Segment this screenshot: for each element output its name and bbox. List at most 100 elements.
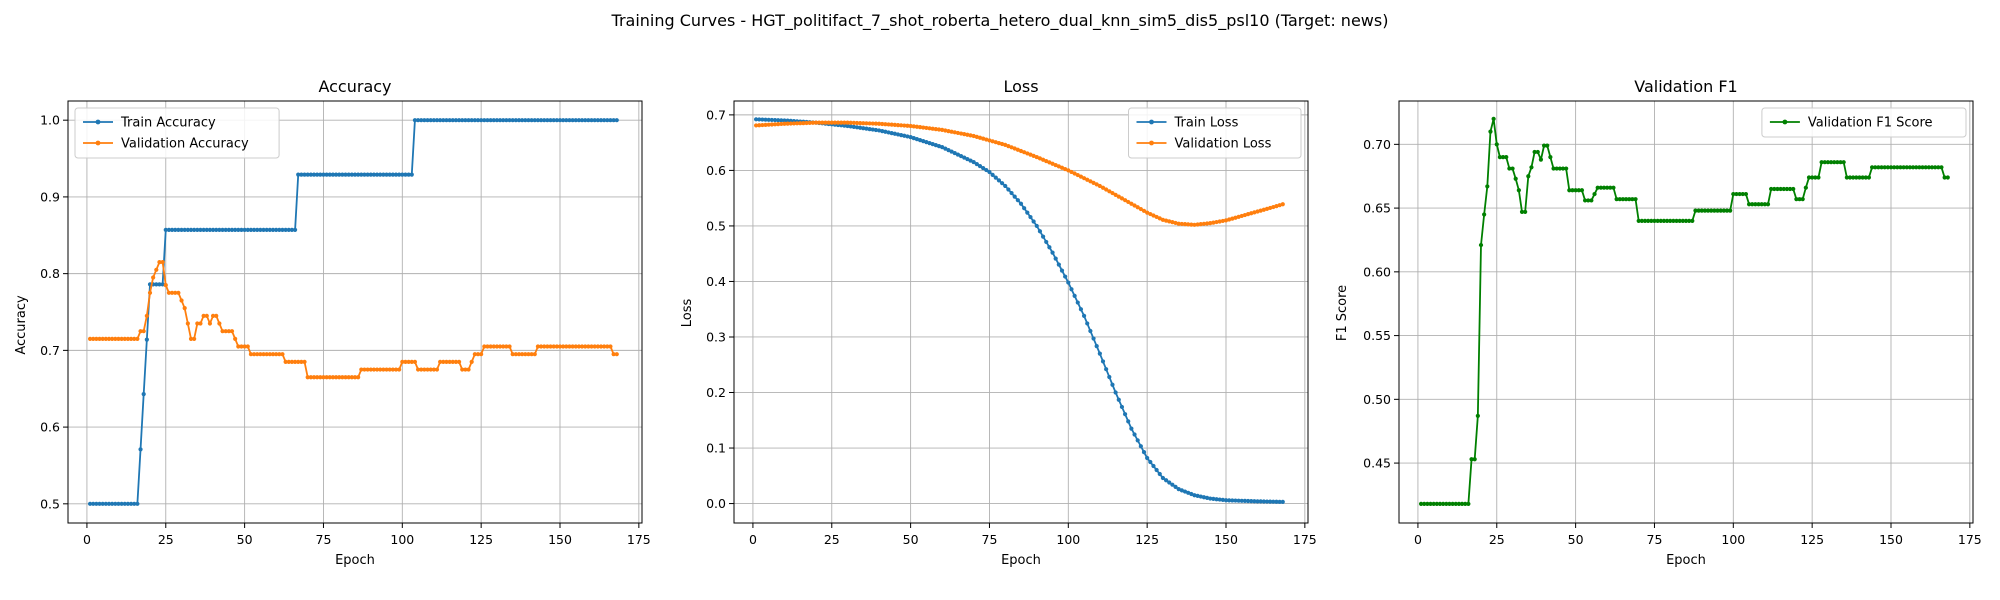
validation-accuracy-point [119,336,124,341]
train-accuracy-series [87,118,619,506]
train-loss-point [766,117,771,122]
x-tick-label: 75 [982,532,998,547]
validation-f1-score-point [1869,165,1875,170]
validation-loss-point [782,121,787,126]
train-loss-point [1264,499,1270,504]
validation-loss-point [1268,205,1273,211]
y-tick-label: 0.3 [706,329,726,344]
train-accuracy-point [289,227,295,232]
train-accuracy-point [419,118,424,123]
train-accuracy-point [119,501,124,506]
validation-accuracy-point [106,336,112,341]
train-loss-point [1122,412,1128,417]
train-accuracy-point [589,118,594,123]
train-loss-point [1132,432,1137,437]
validation-loss-point [876,121,882,126]
accuracy-title: Accuracy [318,77,391,96]
train-loss-point [1163,478,1169,483]
validation-accuracy-point [545,344,550,349]
validation-accuracy-point [598,344,604,349]
train-loss-point [993,175,998,180]
train-loss-point [845,123,850,129]
validation-f1-score-point [1589,198,1594,203]
train-loss-point [1066,280,1071,285]
train-loss-point [1012,194,1017,199]
validation-loss-point [1258,208,1263,213]
train-loss-point [1031,219,1036,224]
validation-loss-point [1069,169,1074,175]
train-loss-point [858,125,863,130]
train-accuracy-point [535,118,541,123]
validation-accuracy-point [463,367,468,372]
validation-loss-point [788,121,793,126]
accuracy-xlabel: Epoch [335,553,375,568]
validation-f1-score-point [1548,155,1553,160]
validation-loss-point [1204,221,1210,226]
validation-loss-point [807,120,812,125]
validation-accuracy-point [302,359,307,364]
validation-f1-score-point [1901,165,1906,170]
train-accuracy-point [261,227,266,232]
train-accuracy-point [220,227,225,232]
validation-accuracy-point [318,375,323,380]
validation-accuracy-point [564,344,569,349]
train-accuracy-point [201,227,206,232]
validation-accuracy-point [374,367,380,372]
train-loss-point [1230,498,1235,503]
figure-suptitle: Training Curves - HGT_politifact_7_shot_… [611,11,1389,31]
train-accuracy-point [141,392,146,397]
loss-title: Loss [1003,77,1038,96]
validation-loss-point [798,121,803,126]
validation-f1-score-point [1926,165,1931,170]
validation-loss-point [949,129,954,134]
validation-loss-point [1192,222,1197,227]
x-tick-label: 100 [390,532,414,547]
validation-f1-score-point [1822,160,1827,165]
train-loss-point [1085,321,1090,326]
validation-loss-point [1264,206,1270,211]
train-accuracy-point [434,118,440,123]
validation-f1-score-point [1431,501,1436,506]
validation-f1-score-point [1482,212,1487,217]
train-accuracy-point [179,227,184,232]
validation-loss-point [917,125,923,130]
train-accuracy-point [393,172,399,177]
validation-loss-point [1119,196,1125,201]
train-loss-point [1135,438,1140,443]
validation-accuracy-point [475,352,481,357]
validation-f1-score-point [1513,176,1518,181]
train-accuracy-point [94,501,99,506]
validation-f1-score-series [1418,116,1950,506]
train-accuracy-point [520,118,525,123]
validation-accuracy-point [368,367,373,372]
validation-f1-score-point [1437,501,1443,506]
validation-f1-score-point [1863,175,1868,180]
validation-f1-score-point [1914,165,1919,170]
validation-f1-score-point [1939,165,1944,170]
loss-axes-frame [733,100,1309,524]
train-loss-point [1271,499,1276,504]
validation-accuracy-point [542,344,547,349]
train-accuracy-point [460,118,465,123]
validation-accuracy-point [122,336,127,341]
validation-accuracy-point [579,344,585,349]
validation-f1-score-point [1611,185,1616,190]
validation-accuracy-point [538,344,544,349]
validation-f1-score-point [1838,160,1843,165]
validation-loss-point [1072,171,1077,176]
train-loss-point [1088,328,1093,334]
validation-loss-point [943,128,948,133]
validation-accuracy-point [491,344,496,349]
validation-accuracy-point [251,352,257,357]
validation-loss-point [1129,201,1134,206]
train-accuracy-point [286,227,291,232]
train-loss-point [1091,336,1096,341]
validation-loss-point [1085,177,1090,182]
train-loss-point [757,117,762,122]
train-accuracy-point [283,227,288,232]
train-loss-point [921,138,926,144]
train-loss-point [984,167,989,173]
validation-loss-point [757,123,762,128]
train-loss-point [990,172,995,177]
validation-f1-score-point [1463,501,1468,506]
